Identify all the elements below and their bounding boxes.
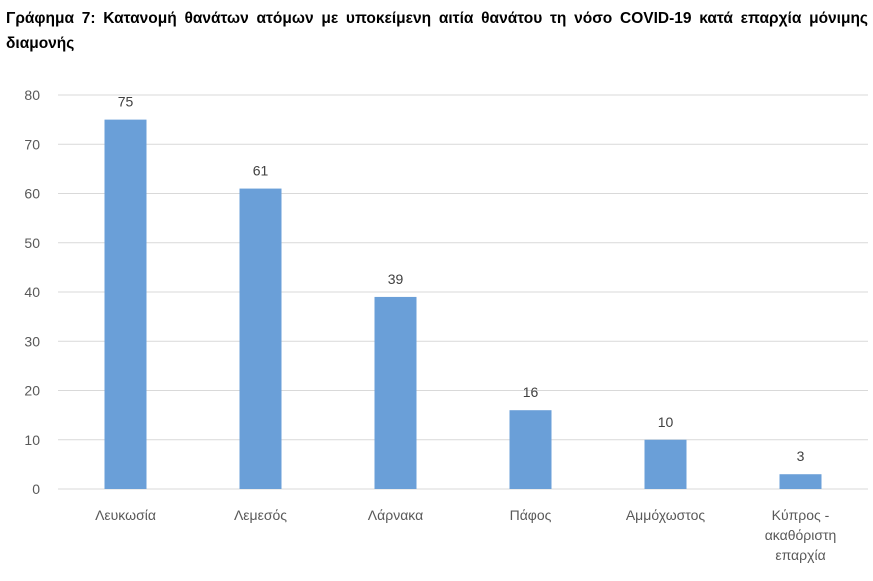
x-category-label: Λεμεσός bbox=[234, 507, 287, 523]
y-tick-label: 0 bbox=[32, 481, 40, 497]
x-category-label: Κύπρος -ακαθόριστη επαρχία bbox=[765, 507, 837, 563]
x-axis: Λευκωσία Λεμεσός Λάρνακα Πάφος Αμμόχωστος Κύπ… bbox=[95, 507, 836, 563]
gridlines bbox=[58, 94, 868, 490]
data-label: 16 bbox=[523, 384, 539, 400]
x-category-label: Πάφος bbox=[510, 507, 552, 523]
x-category-label: Αμμόχωστος bbox=[626, 507, 706, 523]
y-tick-label: 10 bbox=[24, 432, 40, 448]
bar bbox=[644, 439, 687, 489]
chart-title: Γράφημα 7: Κατανομή θανάτων ατόμων με υπ… bbox=[6, 10, 868, 52]
bar bbox=[374, 296, 417, 489]
y-tick-label: 70 bbox=[24, 136, 40, 152]
x-category-label: Λάρνακα bbox=[368, 507, 423, 523]
y-axis: 0 10 20 30 40 50 60 70 80 bbox=[24, 87, 40, 497]
y-tick-label: 20 bbox=[24, 383, 40, 399]
y-tick-label: 50 bbox=[24, 235, 40, 251]
y-tick-label: 30 bbox=[24, 333, 40, 349]
x-category-label: Λευκωσία bbox=[95, 507, 156, 523]
bar bbox=[779, 474, 822, 489]
data-labels: 75 61 39 16 10 3 bbox=[118, 94, 805, 465]
y-tick-label: 60 bbox=[24, 186, 40, 202]
data-label: 3 bbox=[797, 448, 805, 464]
bars bbox=[104, 119, 822, 489]
bar bbox=[509, 410, 552, 489]
data-label: 10 bbox=[658, 414, 674, 430]
bar bbox=[104, 119, 147, 489]
bar bbox=[239, 188, 282, 489]
y-tick-label: 40 bbox=[24, 284, 40, 300]
data-label: 75 bbox=[118, 94, 134, 110]
data-label: 39 bbox=[388, 271, 404, 287]
y-tick-label: 80 bbox=[24, 87, 40, 103]
data-label: 61 bbox=[253, 163, 269, 179]
